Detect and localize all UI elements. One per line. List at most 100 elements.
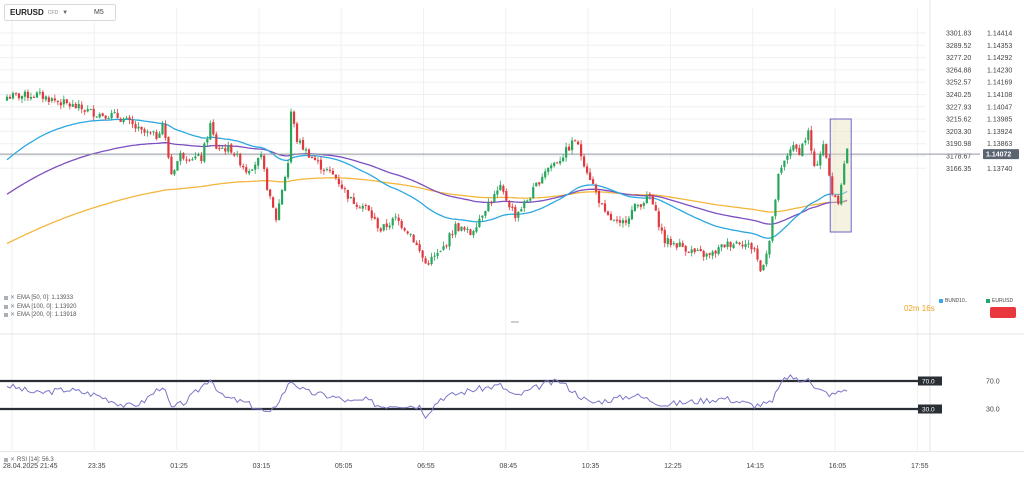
candle-body[interactable] [32,96,36,98]
candle-body[interactable] [140,126,143,130]
candle-body[interactable] [615,219,619,221]
candle-body[interactable] [517,211,520,218]
candle-body[interactable] [834,195,837,198]
close-icon[interactable]: ✕ [10,457,16,463]
candle-body[interactable] [669,238,672,246]
candle-body[interactable] [212,122,215,135]
candle-body[interactable] [257,157,260,166]
candle-body[interactable] [651,194,654,205]
candle-body[interactable] [295,123,299,142]
candle-body[interactable] [346,189,349,199]
candle-body[interactable] [35,92,38,98]
candle-body[interactable] [394,216,397,218]
candle-body[interactable] [843,163,846,185]
candle-body[interactable] [385,223,388,227]
candle-body[interactable] [445,245,448,247]
candle-body[interactable] [119,118,122,122]
highlight-box[interactable] [829,118,852,233]
candle-body[interactable] [137,126,140,129]
candle-body[interactable] [307,149,311,158]
candle-body[interactable] [161,123,164,135]
candle-body[interactable] [831,176,834,195]
candle-body[interactable] [535,182,538,187]
candle-body[interactable] [349,196,352,199]
candle-body[interactable] [663,229,666,244]
candle-body[interactable] [828,158,831,176]
candle-body[interactable] [565,147,568,158]
candle-body[interactable] [741,244,744,247]
candle-body[interactable] [152,131,155,133]
candle-body[interactable] [20,95,24,99]
candle-body[interactable] [391,218,394,226]
candle-body[interactable] [266,168,269,190]
candle-body[interactable] [430,256,433,265]
candle-body[interactable] [624,220,628,223]
candle-body[interactable] [822,144,825,156]
candle-body[interactable] [248,170,251,174]
candle-body[interactable] [143,129,146,133]
candle-body[interactable] [203,143,206,162]
candle-body[interactable] [194,156,197,159]
candle-body[interactable] [74,103,77,109]
candle-body[interactable] [179,152,182,162]
candle-body[interactable] [107,118,110,120]
candle-body[interactable] [729,242,732,248]
candle-body[interactable] [89,108,92,110]
candle-body[interactable] [681,243,684,247]
candle-body[interactable] [636,205,639,207]
candle-body[interactable] [783,160,786,167]
candle-body[interactable] [846,148,849,164]
candle-body[interactable] [789,149,792,156]
candle-body[interactable] [275,208,278,221]
candle-body[interactable] [41,92,44,99]
candle-body[interactable] [98,113,101,118]
candle-body[interactable] [158,133,161,138]
legend-bund[interactable]: BUND10.. [939,298,968,304]
candle-body[interactable] [618,220,622,223]
candle-body[interactable] [819,154,822,166]
candle-body[interactable] [370,210,373,218]
candle-body[interactable] [340,184,343,189]
candle-body[interactable] [648,193,651,196]
candle-body[interactable] [298,140,302,143]
candle-body[interactable] [367,205,370,211]
candle-body[interactable] [101,113,104,116]
candle-body[interactable] [496,190,499,195]
candle-body[interactable] [612,219,616,221]
candle-body[interactable] [197,154,200,156]
candle-body[interactable] [642,203,645,206]
candle-body[interactable] [233,153,236,156]
candle-body[interactable] [633,204,636,212]
candle-body[interactable] [83,110,86,112]
candle-body[interactable] [684,246,687,252]
candle-body[interactable] [735,241,738,244]
candle-body[interactable] [427,263,430,265]
candle-body[interactable] [597,190,601,204]
candle-body[interactable] [840,184,843,205]
candle-body[interactable] [696,249,699,251]
candle-body[interactable] [720,244,723,248]
close-icon[interactable]: ✕ [10,295,16,301]
candle-body[interactable] [732,244,735,249]
candle-body[interactable] [29,97,33,99]
candle-body[interactable] [122,118,125,122]
candle-body[interactable] [627,218,631,224]
candle-body[interactable] [690,249,693,253]
candle-body[interactable] [403,228,406,231]
candle-body[interactable] [469,229,472,235]
candle-body[interactable] [508,201,511,208]
candle-body[interactable] [744,244,747,248]
candle-body[interactable] [173,170,176,175]
candle-body[interactable] [227,145,230,152]
settings-icon[interactable] [4,296,8,301]
candle-body[interactable] [397,217,400,221]
candle-body[interactable] [125,117,128,119]
candle-body[interactable] [245,167,248,173]
candle-body[interactable] [218,147,221,149]
candle-body[interactable] [538,182,541,185]
candle-body[interactable] [699,249,702,252]
candle-body[interactable] [188,159,191,161]
candle-body[interactable] [104,115,107,119]
candle-body[interactable] [801,143,804,156]
